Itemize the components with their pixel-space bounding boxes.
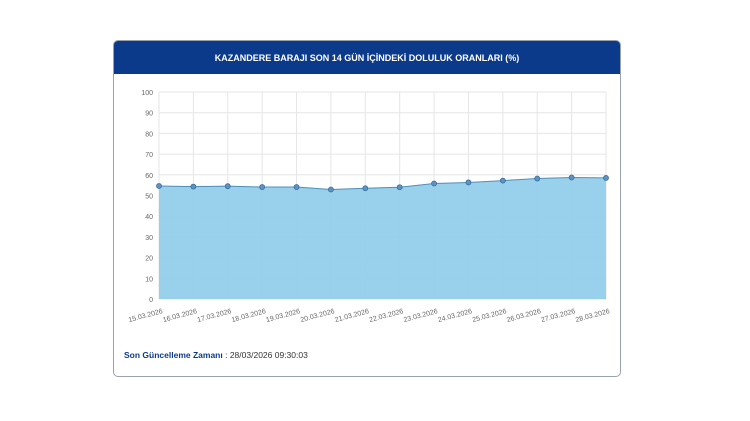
data-point [362, 185, 369, 192]
data-point [259, 184, 266, 190]
data-point [568, 174, 575, 181]
y-tick-label: 10 [145, 276, 153, 283]
data-point [603, 175, 609, 181]
last-update-label: Son Güncelleme Zamanı [124, 350, 223, 360]
y-tick-label: 70 [145, 152, 153, 159]
area-fill [159, 177, 606, 299]
data-point [499, 177, 506, 184]
x-tick-label: 22.03.2026 [369, 308, 405, 324]
x-tick-label: 16.03.2026 [162, 308, 198, 324]
data-point [465, 179, 472, 186]
series-line [158, 176, 607, 190]
y-tick-label: 0 [149, 297, 153, 304]
y-tick-label: 60 [145, 173, 153, 180]
y-tick-label: 50 [145, 194, 153, 201]
chart-card: KAZANDERE BARAJI SON 14 GÜN İÇİNDEKİ DOL… [113, 40, 621, 377]
y-tick-label: 40 [145, 214, 153, 221]
y-tick-label: 20 [145, 256, 153, 263]
x-tick-label: 28.03.2026 [575, 308, 611, 324]
x-tick-label: 21.03.2026 [334, 308, 370, 324]
data-point [156, 183, 162, 189]
chart-title: KAZANDERE BARAJI SON 14 GÜN İÇİNDEKİ DOL… [114, 41, 620, 74]
x-tick-label: 25.03.2026 [472, 308, 508, 324]
x-tick-label: 24.03.2026 [437, 308, 473, 324]
data-point [328, 186, 334, 193]
x-tick-label: 17.03.2026 [197, 308, 233, 324]
x-tick-label: 18.03.2026 [231, 308, 267, 324]
last-update-value: : 28/03/2026 09:30:03 [225, 350, 308, 360]
data-point [431, 180, 437, 187]
x-tick-label: 15.03.2026 [128, 308, 164, 324]
y-tick-label: 80 [145, 131, 153, 138]
x-tick-label: 19.03.2026 [265, 308, 301, 324]
data-point [190, 183, 197, 190]
data-point [534, 175, 541, 182]
x-tick-label: 20.03.2026 [300, 308, 336, 324]
y-tick-label: 30 [145, 235, 153, 242]
data-point [396, 184, 403, 191]
chart-plot: 0 10 20 30 40 50 60 70 80 90 100 15.03.202616.03.20… [128, 90, 611, 324]
x-tick-label: 26.03.2026 [506, 308, 542, 324]
y-tick-label: 100 [141, 90, 153, 97]
x-tick-label: 23.03.2026 [403, 308, 439, 324]
x-tick-label: 27.03.2026 [540, 308, 576, 324]
last-update: Son Güncelleme Zamanı : 28/03/2026 09:30… [124, 350, 308, 360]
data-point [293, 184, 300, 190]
data-point [224, 183, 231, 190]
y-tick-label: 90 [145, 111, 153, 118]
